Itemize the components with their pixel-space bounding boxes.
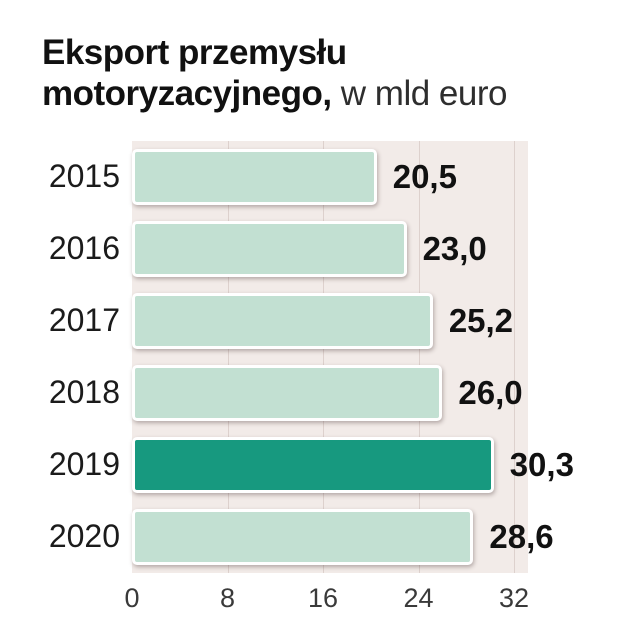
value-label: 26,0	[458, 373, 523, 411]
bar-track: 25,2	[132, 285, 514, 357]
year-label: 2019	[48, 446, 120, 483]
year-label: 2018	[48, 374, 120, 411]
bar	[132, 220, 407, 277]
bar-track: 28,6	[132, 501, 554, 573]
x-tick-label: 8	[219, 582, 236, 613]
chart-title-main: Eksport przemysłu motoryzacyjnego,	[42, 33, 347, 114]
bar	[132, 508, 474, 565]
bar	[132, 292, 433, 349]
value-label: 30,3	[509, 445, 574, 483]
bar-track: 30,3	[132, 429, 574, 501]
year-label: 2015	[48, 158, 120, 195]
bar-row: 2020 28,6	[40, 501, 620, 573]
bar-row: 2015 20,5	[40, 141, 620, 213]
x-tick-label: 16	[307, 582, 339, 613]
value-label: 20,5	[392, 157, 457, 195]
year-label: 2016	[48, 230, 120, 267]
bar-track: 20,5	[132, 141, 514, 213]
bar-row: 2018 26,0	[40, 357, 620, 429]
bar-track: 23,0	[132, 213, 514, 285]
chart-title: Eksport przemysłu motoryzacyjnego, w mld…	[0, 0, 587, 115]
year-label: 2020	[48, 518, 120, 555]
x-tick-label: 0	[124, 582, 140, 613]
x-axis: 0 8 16 24 32	[124, 573, 529, 615]
bar	[132, 364, 443, 421]
chart-title-unit: w mld euro	[331, 74, 508, 114]
bar-track: 26,0	[132, 357, 523, 429]
value-label: 28,6	[489, 517, 554, 555]
value-label: 25,2	[448, 301, 514, 339]
plot-area	[132, 140, 528, 573]
bar-chart: 2015 20,5 2016 23,0 2017 25,2 2018 26,0 2019 30,3…	[40, 140, 620, 615]
bar-row: 2019 30,3	[40, 429, 620, 501]
x-tick-label: 24	[403, 582, 434, 613]
bar-highlighted	[132, 436, 494, 493]
x-tick-label: 32	[498, 582, 530, 613]
year-label: 2017	[48, 302, 120, 339]
value-label: 23,0	[422, 229, 487, 267]
bar-row: 2017 25,2	[40, 285, 620, 357]
bar	[132, 148, 377, 205]
bar-rows: 2015 20,5 2016 23,0 2017 25,2 2018 26,0 2019 30,3…	[40, 141, 620, 573]
bar-row: 2016 23,0	[40, 213, 620, 285]
